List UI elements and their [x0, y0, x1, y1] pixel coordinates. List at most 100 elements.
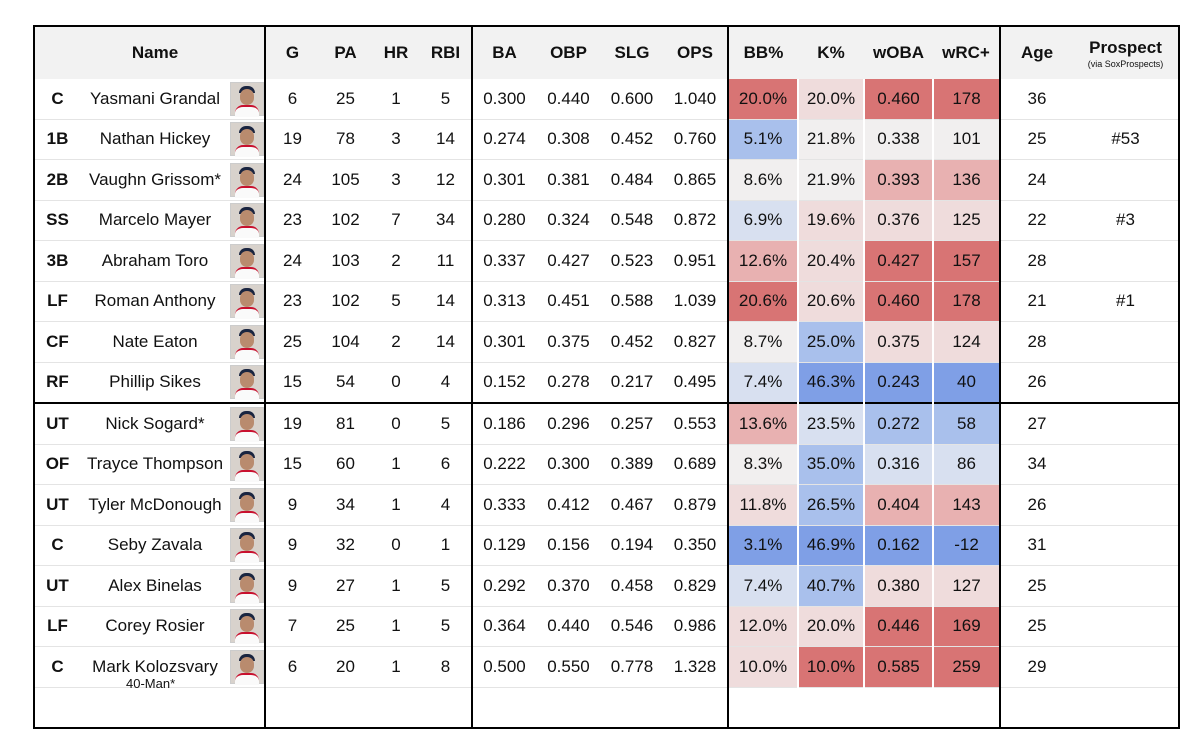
pa-cell: 60: [319, 444, 372, 485]
k-cell: 20.0%: [797, 79, 864, 120]
bb-cell: 20.6%: [727, 281, 798, 322]
player-name-cell: Tyler McDonough: [80, 484, 230, 526]
spacer-cell: [1073, 687, 1179, 728]
ba-cell: 0.301: [471, 321, 536, 363]
age-cell: 22: [999, 200, 1073, 241]
player-headshot-icon: [230, 365, 264, 401]
table-row: RF Phillip Sikes 15 54 0 4 0.152 0.278 0.217 0.49…: [34, 362, 1179, 404]
rbi-cell: 4: [420, 484, 472, 526]
obp-cell: 0.296: [536, 402, 601, 445]
table-row: C Mark Kolozsvary 6 20 1 8 0.500 0.550 0.778 1.32…: [34, 646, 1179, 688]
wrc-cell: 127: [932, 565, 1000, 607]
bb-cell: 7.4%: [727, 362, 798, 404]
wrc-cell: 143: [932, 484, 1000, 526]
ba-cell: 0.301: [471, 159, 536, 201]
table-body: C Yasmani Grandal 6 25 1 5 0.300 0.440 0.600 1.04…: [34, 79, 1179, 728]
hr-cell: 3: [372, 159, 420, 201]
bb-cell: 8.6%: [727, 159, 798, 201]
header-slg: SLG: [601, 26, 663, 79]
woba-cell: 0.460: [863, 79, 933, 120]
wrc-cell: -12: [932, 525, 1000, 566]
spacer-cell: [34, 687, 80, 728]
bb-cell: 6.9%: [727, 200, 798, 241]
player-photo-cell: [230, 525, 265, 566]
footnote: 40-Man*: [126, 676, 176, 691]
player-photo-cell: [230, 606, 265, 647]
spacer-cell: [727, 687, 798, 728]
woba-cell: 0.446: [863, 606, 933, 647]
rbi-cell: 14: [420, 119, 472, 160]
woba-cell: 0.316: [863, 444, 933, 485]
position-cell: UT: [34, 565, 80, 607]
hr-cell: 1: [372, 606, 420, 647]
pa-cell: 25: [319, 606, 372, 647]
header-g: G: [264, 26, 319, 79]
player-name-cell: Trayce Thompson: [80, 444, 230, 485]
position-cell: 1B: [34, 119, 80, 160]
spacer-cell: [230, 687, 265, 728]
g-cell: 9: [264, 484, 319, 526]
player-photo-cell: [230, 79, 265, 120]
slg-cell: 0.458: [601, 565, 663, 607]
header-hr: HR: [372, 26, 420, 79]
age-cell: 31: [999, 525, 1073, 566]
pa-cell: 104: [319, 321, 372, 363]
hr-cell: 1: [372, 444, 420, 485]
prospect-rank-cell: [1073, 321, 1179, 363]
spacer-cell: [264, 687, 319, 728]
rbi-cell: 1: [420, 525, 472, 566]
wrc-cell: 259: [932, 646, 1000, 688]
k-cell: 20.4%: [797, 240, 864, 282]
player-headshot-icon: [230, 81, 264, 117]
prospect-rank-cell: [1073, 402, 1179, 445]
wrc-cell: 86: [932, 444, 1000, 485]
obp-cell: 0.412: [536, 484, 601, 526]
hr-cell: 1: [372, 79, 420, 120]
k-cell: 35.0%: [797, 444, 864, 485]
prospect-rank-cell: #3: [1073, 200, 1179, 241]
ba-cell: 0.186: [471, 402, 536, 445]
bb-cell: 7.4%: [727, 565, 798, 607]
header-rbi: RBI: [420, 26, 472, 79]
wrc-cell: 40: [932, 362, 1000, 404]
position-cell: RF: [34, 362, 80, 404]
pa-cell: 102: [319, 281, 372, 322]
player-name-cell: Nathan Hickey: [80, 119, 230, 160]
age-cell: 24: [999, 159, 1073, 201]
header-k: K%: [798, 26, 864, 79]
age-cell: 25: [999, 119, 1073, 160]
player-name-cell: Roman Anthony: [80, 281, 230, 322]
player-headshot-icon: [230, 487, 264, 523]
ops-cell: 0.879: [663, 484, 728, 526]
ops-cell: 1.040: [663, 79, 728, 120]
player-photo-cell: [230, 240, 265, 282]
player-headshot-icon: [230, 447, 264, 483]
player-headshot-icon: [230, 162, 264, 198]
header-prospect: Prospect (via SoxProspects): [1073, 26, 1179, 79]
player-headshot-icon: [230, 649, 264, 685]
g-cell: 23: [264, 200, 319, 241]
rbi-cell: 5: [420, 402, 472, 445]
obp-cell: 0.451: [536, 281, 601, 322]
pa-cell: 103: [319, 240, 372, 282]
woba-cell: 0.338: [863, 119, 933, 160]
header-row: Name G PA HR RBI BA OBP SLG OPS BB% K% w…: [34, 26, 1179, 79]
position-cell: OF: [34, 444, 80, 485]
ops-cell: 1.328: [663, 646, 728, 688]
ops-cell: 0.495: [663, 362, 728, 404]
k-cell: 21.8%: [797, 119, 864, 160]
rbi-cell: 14: [420, 281, 472, 322]
bb-cell: 12.6%: [727, 240, 798, 282]
table-row: OF Trayce Thompson 15 60 1 6 0.222 0.300 0.389 0.…: [34, 444, 1179, 485]
pa-cell: 105: [319, 159, 372, 201]
ba-cell: 0.337: [471, 240, 536, 282]
woba-cell: 0.460: [863, 281, 933, 322]
obp-cell: 0.381: [536, 159, 601, 201]
slg-cell: 0.452: [601, 321, 663, 363]
pa-cell: 20: [319, 646, 372, 688]
rbi-cell: 5: [420, 565, 472, 607]
rbi-cell: 5: [420, 606, 472, 647]
rbi-cell: 12: [420, 159, 472, 201]
prospect-rank-cell: #1: [1073, 281, 1179, 322]
slg-cell: 0.217: [601, 362, 663, 404]
